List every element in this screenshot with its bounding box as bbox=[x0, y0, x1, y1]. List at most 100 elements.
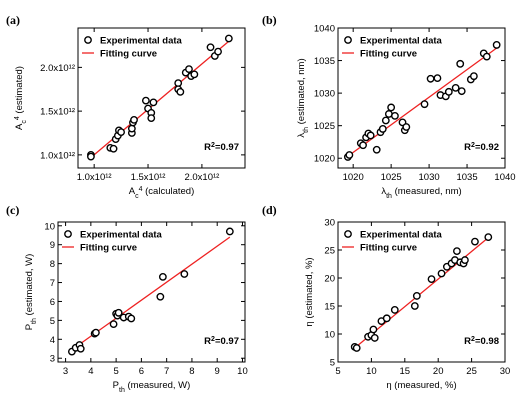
r-squared-label: R2=0.97 bbox=[204, 336, 239, 348]
data-point bbox=[214, 47, 222, 56]
data-point bbox=[461, 256, 469, 264]
data-point bbox=[141, 96, 150, 105]
data-point bbox=[378, 125, 387, 133]
y-tick-label: 30 bbox=[324, 218, 335, 229]
panel-label: (d) bbox=[262, 203, 277, 217]
legend-label-fit: Fitting curve bbox=[360, 243, 417, 254]
x-tick-label: 1030 bbox=[419, 172, 440, 183]
data-point bbox=[190, 70, 199, 79]
x-tick-label: 1.0x10¹² bbox=[77, 172, 112, 183]
y-tick-label: 2.0x10¹² bbox=[40, 63, 75, 74]
r-squared-label: R2=0.92 bbox=[464, 142, 499, 154]
x-axis-label: λth (measured, nm) bbox=[381, 186, 461, 200]
x-tick-label: 8 bbox=[189, 366, 194, 377]
x-tick-label: 1020 bbox=[343, 172, 364, 183]
x-tick-label: 1.5x10¹² bbox=[131, 172, 166, 183]
x-tick-label: 4 bbox=[88, 366, 93, 377]
y-tick-label: 4 bbox=[50, 335, 55, 346]
legend-label-fit: Fitting curve bbox=[80, 243, 137, 254]
y-tick-label: 6 bbox=[50, 297, 55, 308]
y-tick-label: 1025 bbox=[314, 121, 335, 132]
x-axis-label: Pth (measured, W) bbox=[113, 380, 191, 394]
data-point bbox=[390, 306, 399, 314]
data-point bbox=[426, 74, 435, 83]
data-point bbox=[382, 314, 391, 323]
data-point bbox=[130, 115, 138, 124]
legend-label-points: Experimental data bbox=[80, 230, 163, 241]
data-point bbox=[387, 103, 396, 112]
data-point bbox=[127, 314, 136, 323]
data-point bbox=[109, 144, 118, 153]
plot-frame bbox=[57, 221, 246, 363]
x-tick-label: 5 bbox=[113, 366, 118, 377]
y-tick-label: 1040 bbox=[314, 24, 335, 35]
plot-frame bbox=[337, 221, 506, 363]
data-point bbox=[437, 269, 446, 278]
x-tick-label: 30 bbox=[500, 366, 511, 377]
y-tick-label: 8 bbox=[50, 259, 55, 270]
y-tick-label: 1035 bbox=[314, 56, 335, 67]
data-point bbox=[156, 292, 165, 301]
panel-label: (b) bbox=[262, 13, 277, 27]
r-squared-label: R2=0.97 bbox=[204, 142, 239, 154]
data-point bbox=[471, 237, 479, 246]
data-point bbox=[370, 334, 379, 342]
panel-b: (b) 1020 1025 1030 1035 1040 1020 1025 1030 1035 1… bbox=[262, 13, 516, 200]
y-tick-label: 20 bbox=[324, 274, 335, 285]
x-tick-label: 1025 bbox=[381, 172, 402, 183]
legend-label-points: Experimental data bbox=[360, 230, 443, 241]
data-point bbox=[410, 302, 419, 310]
data-point bbox=[176, 87, 185, 96]
panel-label: (c) bbox=[6, 203, 19, 217]
y-tick-label: 3 bbox=[50, 354, 55, 365]
data-point bbox=[114, 308, 123, 317]
data-point bbox=[372, 145, 381, 154]
panel-a: (a) 1.0x10¹² 1.5x10¹² 2.0x10¹² 1.0x10¹² 1.5x1… bbox=[6, 13, 246, 200]
data-point bbox=[484, 233, 493, 242]
y-tick-label: 7 bbox=[50, 278, 55, 289]
data-point bbox=[402, 123, 411, 131]
data-point bbox=[451, 84, 460, 92]
data-point bbox=[345, 151, 354, 159]
r-squared-label: R2=0.98 bbox=[464, 336, 499, 348]
x-tick-label: 5 bbox=[335, 366, 340, 377]
y-axis-label: Pth (estimated, W) bbox=[24, 254, 38, 331]
x-axis-label: Ac4 (calculated) bbox=[129, 186, 195, 200]
data-point bbox=[492, 41, 501, 49]
x-tick-label: 15 bbox=[400, 366, 411, 377]
y-tick-label: 1020 bbox=[314, 154, 335, 165]
y-tick-label: 1030 bbox=[314, 89, 335, 100]
x-tick-label: 25 bbox=[466, 366, 477, 377]
data-point bbox=[185, 65, 193, 74]
x-tick-label: 2.0x10¹² bbox=[184, 172, 219, 183]
x-tick-label: 20 bbox=[433, 366, 444, 377]
data-point bbox=[359, 141, 367, 150]
data-point bbox=[206, 43, 215, 52]
y-axis-label: Ac4 (estimated) bbox=[14, 66, 28, 130]
x-tick-label: 1040 bbox=[494, 172, 515, 183]
y-tick-label: 25 bbox=[324, 246, 335, 257]
legend-marker-points bbox=[344, 230, 352, 238]
legend-marker-points bbox=[64, 230, 72, 238]
data-point bbox=[420, 100, 429, 109]
data-point bbox=[109, 320, 118, 329]
data-point bbox=[456, 59, 465, 68]
y-tick-label: 15 bbox=[324, 302, 335, 313]
data-point bbox=[453, 247, 461, 256]
legend-label-points: Experimental data bbox=[100, 36, 183, 47]
legend-label-fit: Fitting curve bbox=[360, 49, 417, 60]
y-tick-label: 9 bbox=[50, 240, 55, 251]
plot-frame bbox=[337, 27, 506, 169]
data-point bbox=[352, 344, 361, 352]
y-axis-label: λth (estimated, nm) bbox=[296, 58, 310, 137]
plot-frame bbox=[77, 27, 246, 169]
data-point bbox=[427, 275, 436, 284]
x-tick-label: 1035 bbox=[456, 172, 477, 183]
x-tick-label: 7 bbox=[164, 366, 169, 377]
panel-label: (a) bbox=[6, 13, 20, 27]
data-point bbox=[444, 87, 453, 96]
data-point bbox=[158, 272, 167, 281]
data-point bbox=[433, 74, 442, 83]
data-point bbox=[369, 325, 378, 334]
